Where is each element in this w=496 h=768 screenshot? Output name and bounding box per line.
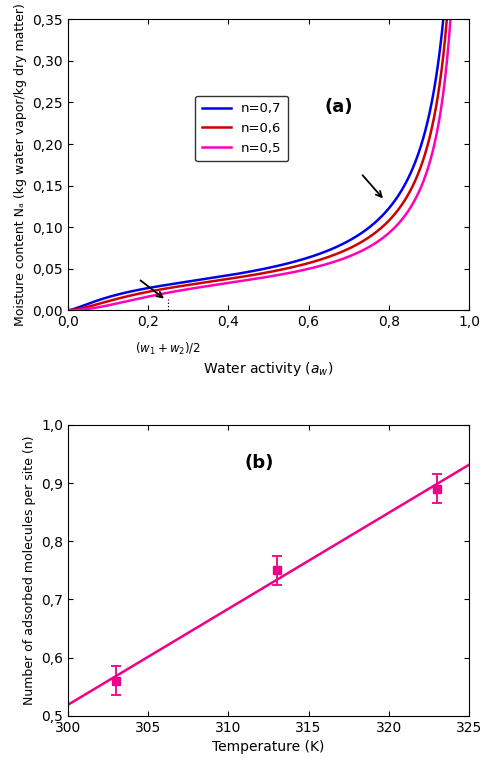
n=0,6 [465, 6, 471, 15]
n=0,5 [448, 6, 454, 15]
n=0,5 [457, 6, 463, 15]
X-axis label: Water activity ($a_w$): Water activity ($a_w$) [203, 359, 334, 378]
n=0,7 [219, 272, 225, 281]
Line: n=0,5: n=0,5 [68, 11, 468, 310]
n=0,5 [236, 276, 242, 286]
n=0,7 [414, 152, 420, 161]
Y-axis label: Number of adsorbed molecules per site (n): Number of adsorbed molecules per site (n… [23, 435, 36, 705]
Legend: n=0,7, n=0,6, n=0,5: n=0,7, n=0,6, n=0,5 [195, 96, 288, 161]
n=0,7 [111, 291, 117, 300]
Text: $(w_1+w_2)/2$: $(w_1+w_2)/2$ [135, 341, 201, 357]
n=0,7 [457, 6, 463, 15]
n=0,6 [236, 273, 242, 282]
n=0,5 [111, 300, 117, 309]
n=0,6 [445, 6, 451, 15]
Line: n=0,7: n=0,7 [68, 11, 468, 310]
X-axis label: Temperature (K): Temperature (K) [212, 740, 325, 754]
n=0,7 [465, 6, 471, 15]
Text: (a): (a) [325, 98, 353, 116]
n=0,6 [65, 306, 71, 315]
n=0,5 [135, 294, 141, 303]
Line: n=0,6: n=0,6 [68, 11, 468, 310]
n=0,7 [441, 6, 447, 15]
n=0,5 [65, 306, 71, 315]
n=0,7 [236, 269, 242, 278]
n=0,7 [65, 306, 71, 315]
n=0,5 [414, 190, 420, 200]
Text: (b): (b) [245, 454, 274, 472]
n=0,6 [135, 290, 141, 299]
n=0,6 [457, 6, 463, 15]
n=0,5 [465, 6, 471, 15]
n=0,6 [414, 171, 420, 180]
Y-axis label: Moisture content Nₐ (kg water vapor/kg dry matter): Moisture content Nₐ (kg water vapor/kg d… [14, 3, 27, 326]
n=0,5 [219, 280, 225, 289]
n=0,6 [219, 275, 225, 284]
n=0,7 [135, 286, 141, 295]
n=0,6 [111, 295, 117, 304]
